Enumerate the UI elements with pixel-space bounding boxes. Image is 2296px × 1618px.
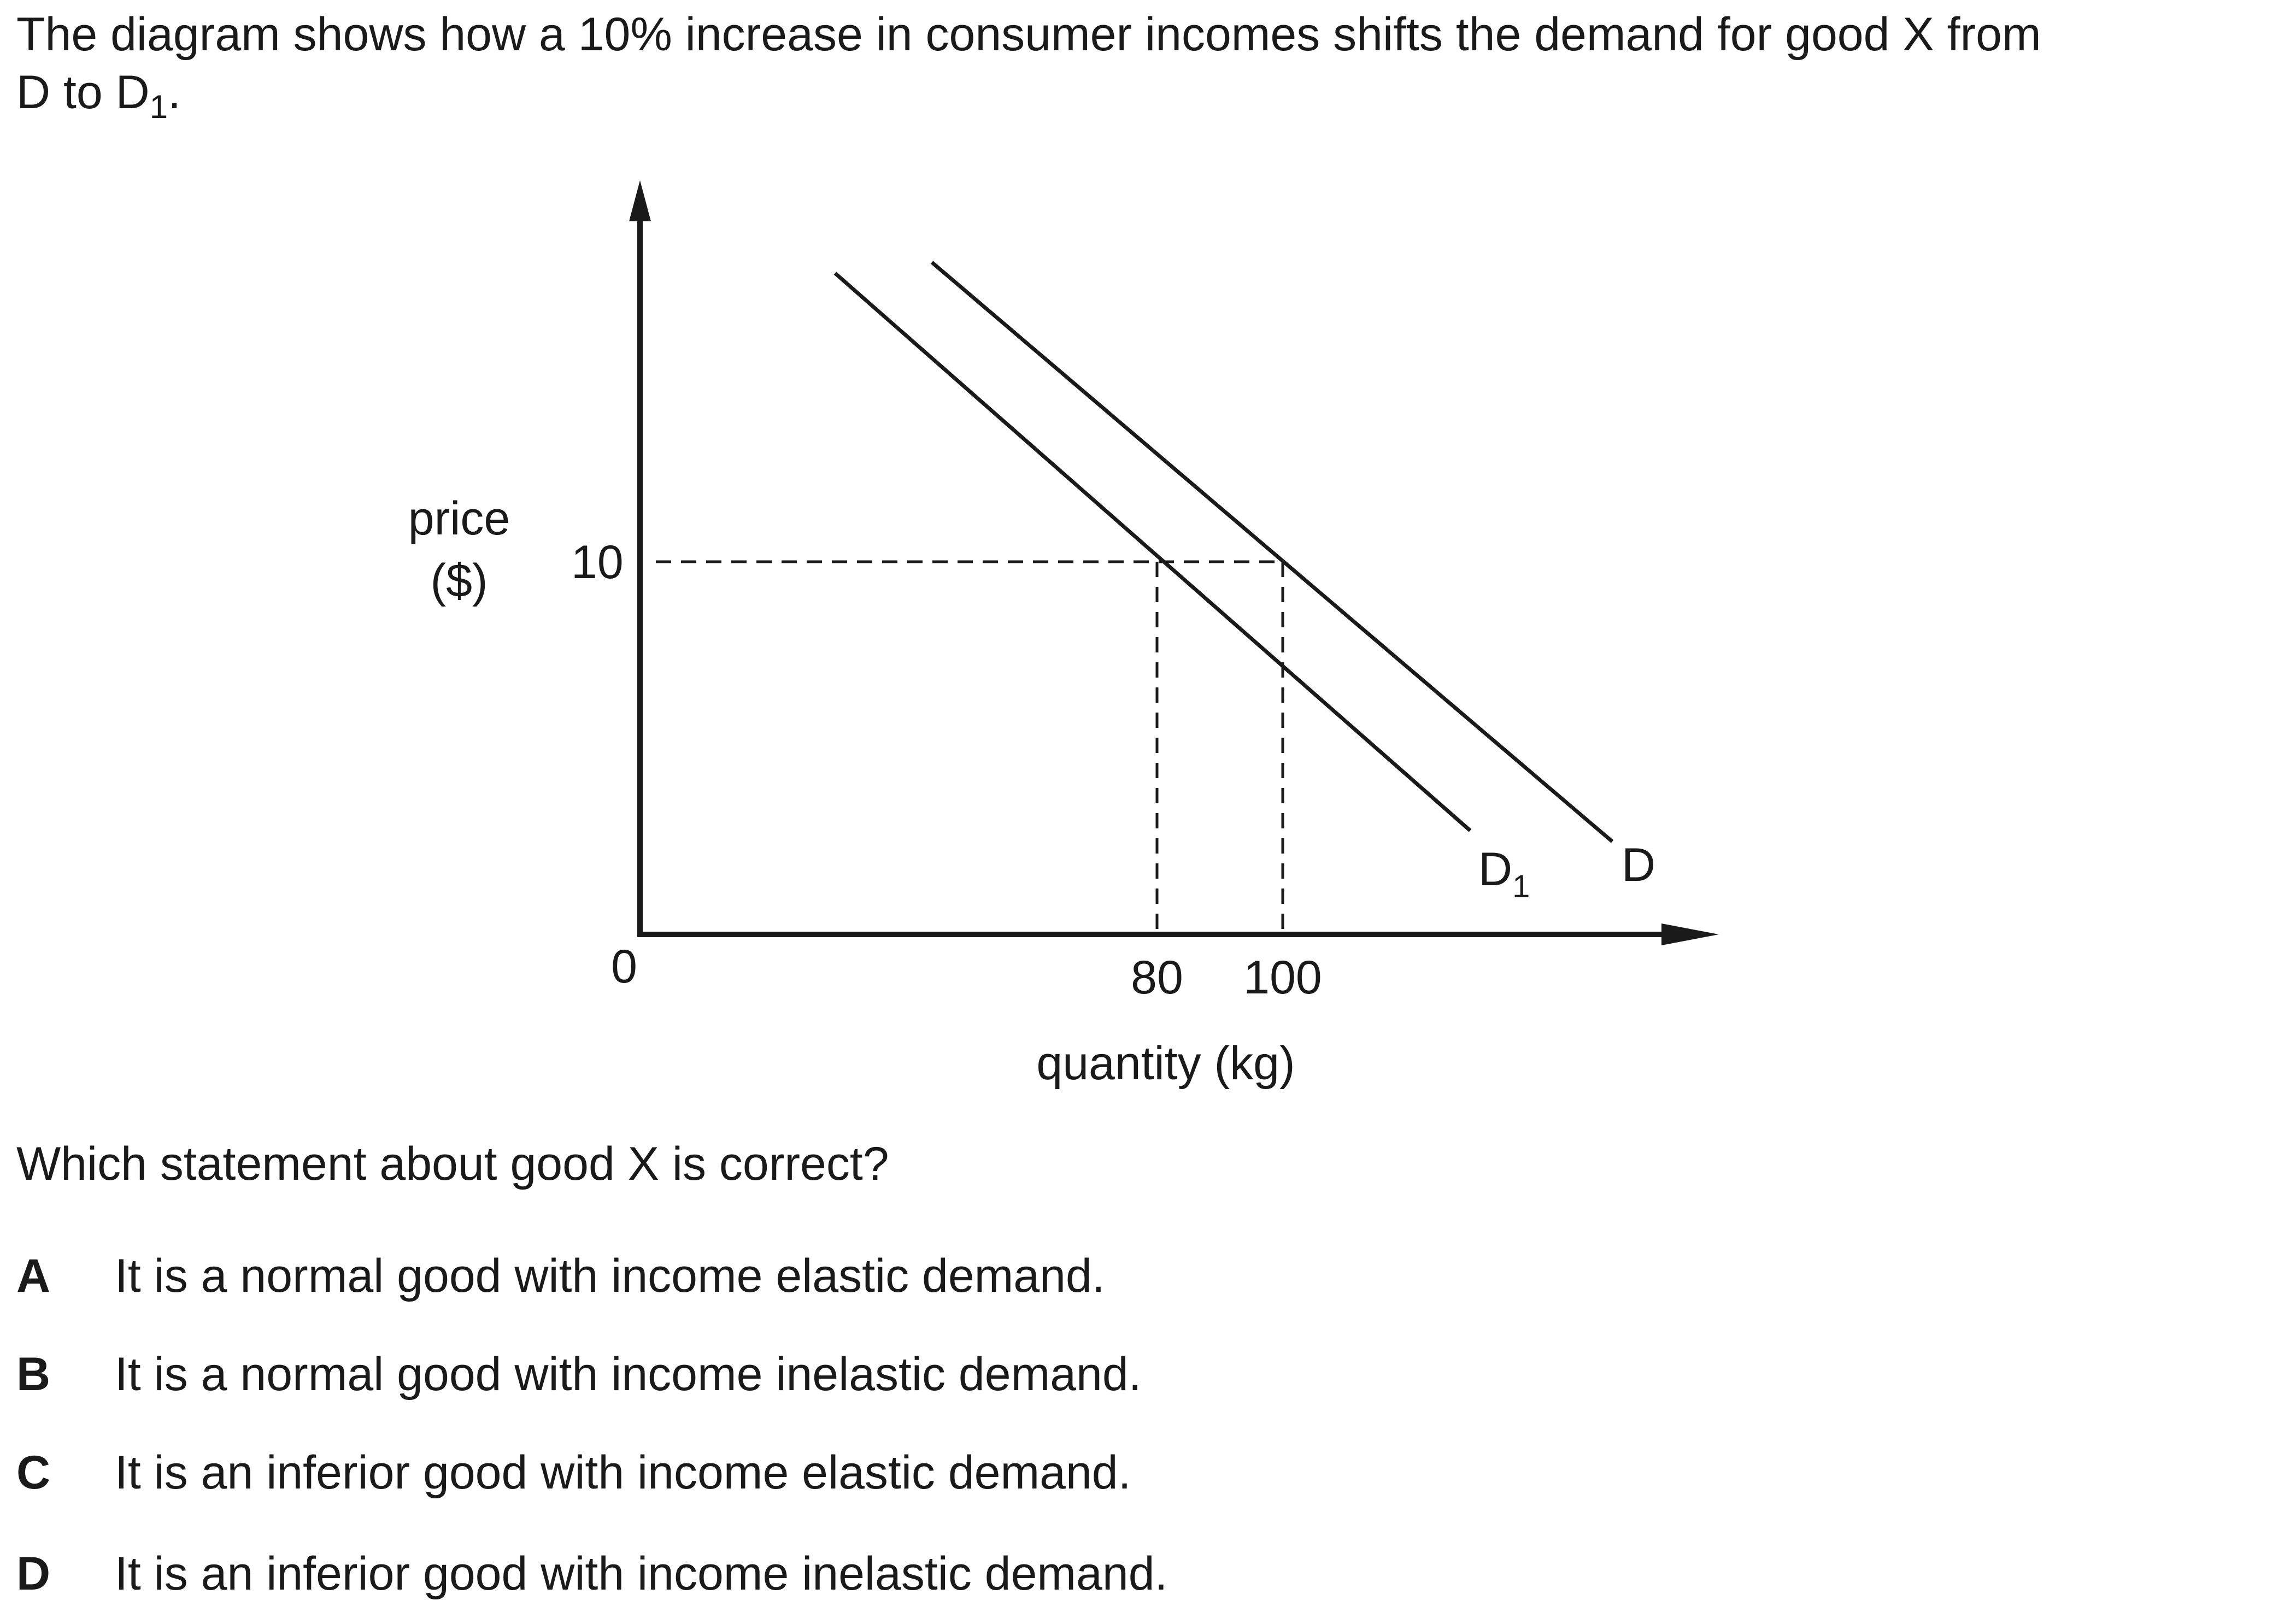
demand-curve-d xyxy=(930,261,1614,843)
question-prompt: Which statement about good X is correct? xyxy=(16,1138,889,1190)
curve-d-label: D xyxy=(1622,839,1655,891)
quantity-tick-80: 80 xyxy=(1131,951,1183,1004)
price-tick-label: 10 xyxy=(571,536,624,589)
curve-d1-label: D1 xyxy=(1478,843,1530,904)
option-b-text: It is a normal good with income inelasti… xyxy=(115,1348,1142,1401)
demand-curve-d1 xyxy=(833,272,1472,832)
stem-line-2-suffix: . xyxy=(168,66,181,119)
y-axis-label-price: price xyxy=(408,492,510,545)
option-c-letter: C xyxy=(16,1446,51,1499)
x-axis-label: quantity (kg) xyxy=(1036,1037,1295,1090)
curve-d1-label-subscript: 1 xyxy=(1512,869,1530,904)
stem-line-2-prefix: D to D xyxy=(16,66,150,119)
stem-line-2: D to D1. xyxy=(16,63,2230,136)
curve-d1-label-main: D xyxy=(1478,843,1512,896)
y-axis-label-unit: ($) xyxy=(430,555,488,607)
stem-line-2-subscript: 1 xyxy=(149,89,168,126)
option-d-letter: D xyxy=(16,1548,51,1600)
y-axis-arrowhead xyxy=(629,180,651,221)
option-b-letter: B xyxy=(16,1348,51,1401)
origin-label: 0 xyxy=(611,940,637,993)
quantity-tick-100: 100 xyxy=(1243,951,1322,1004)
question-stem: The diagram shows how a 10% increase in … xyxy=(16,5,2230,136)
x-axis-arrowhead xyxy=(1661,923,1719,945)
option-c-text: It is an inferior good with income elast… xyxy=(115,1446,1131,1499)
option-a-text: It is a normal good with income elastic … xyxy=(115,1250,1105,1302)
stem-line-1: The diagram shows how a 10% increase in … xyxy=(16,8,2041,61)
option-a-letter: A xyxy=(16,1250,51,1302)
option-d-text: It is an inferior good with income inela… xyxy=(115,1548,1168,1600)
